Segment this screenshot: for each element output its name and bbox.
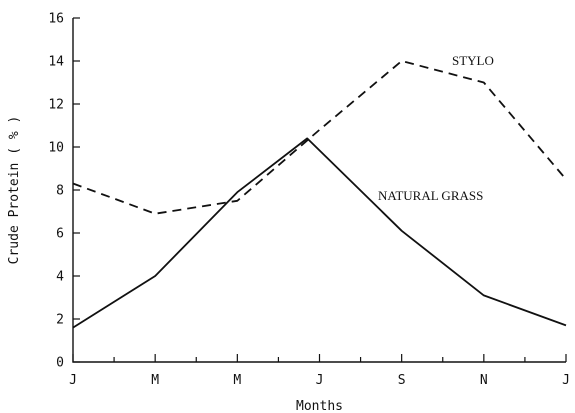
x-tick-label: M	[233, 373, 241, 388]
y-tick-label: 16	[48, 12, 64, 27]
y-tick-label: 14	[48, 55, 64, 70]
x-tick-label: J	[69, 373, 77, 388]
x-tick-label: N	[480, 373, 488, 388]
series-label-stylo: STYLO	[452, 53, 494, 68]
y-tick-label: 8	[56, 184, 64, 199]
y-tick-label: 12	[48, 98, 64, 113]
y-tick-label: 2	[56, 313, 64, 328]
y-tick-label: 10	[48, 141, 64, 156]
y-tick-label: 0	[56, 356, 64, 371]
series-line-natural-grass	[72, 137, 567, 329]
y-tick-label: 6	[56, 227, 64, 242]
series-label-natural-grass: NATURAL GRASS	[378, 188, 483, 203]
series-line-stylo	[72, 60, 567, 215]
y-axis-ticks: 0 2 4 6 8 10 12 14 16	[48, 12, 80, 371]
axis-frame	[72, 18, 566, 363]
y-axis-title: Crude Protein ( % )	[7, 116, 22, 265]
x-tick-label: J	[316, 373, 324, 388]
series-layer	[72, 60, 567, 329]
x-tick-label: S	[398, 373, 406, 388]
x-axis-title: Months	[296, 399, 343, 413]
y-tick-label: 4	[56, 270, 64, 285]
x-tick-label: J	[562, 373, 570, 388]
x-tick-label: M	[151, 373, 159, 388]
